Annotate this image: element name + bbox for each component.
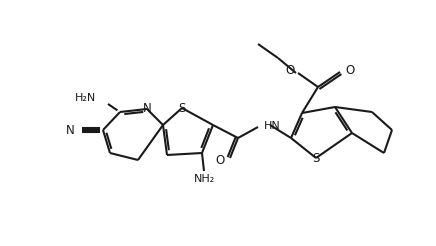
Text: S: S [312,152,320,165]
Text: NH₂: NH₂ [194,174,215,184]
Text: N: N [143,103,151,116]
Text: O: O [216,154,225,167]
Text: HN: HN [264,121,281,131]
Text: O: O [286,63,295,77]
Text: H₂N: H₂N [75,93,96,103]
Text: S: S [178,102,186,114]
Text: N: N [66,123,75,137]
Text: O: O [345,63,354,77]
